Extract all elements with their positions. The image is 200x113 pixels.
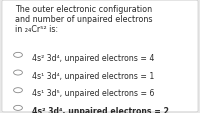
Text: 4s² 3d⁴, unpaired electrons = 4: 4s² 3d⁴, unpaired electrons = 4 [32, 54, 154, 63]
FancyBboxPatch shape [2, 1, 198, 112]
Text: 4s² 3d⁴, unpaired electrons = 2: 4s² 3d⁴, unpaired electrons = 2 [32, 106, 169, 113]
Text: 4s¹ 3d⁵, unpaired electrons = 6: 4s¹ 3d⁵, unpaired electrons = 6 [32, 89, 154, 98]
Text: in ₂₄Cr⁵² is:: in ₂₄Cr⁵² is: [15, 25, 58, 34]
Text: and number of unpaired electrons: and number of unpaired electrons [15, 15, 153, 24]
Text: 4s¹ 3d⁴, unpaired electrons = 1: 4s¹ 3d⁴, unpaired electrons = 1 [32, 71, 154, 80]
Text: The outer electronic configuration: The outer electronic configuration [15, 5, 152, 13]
